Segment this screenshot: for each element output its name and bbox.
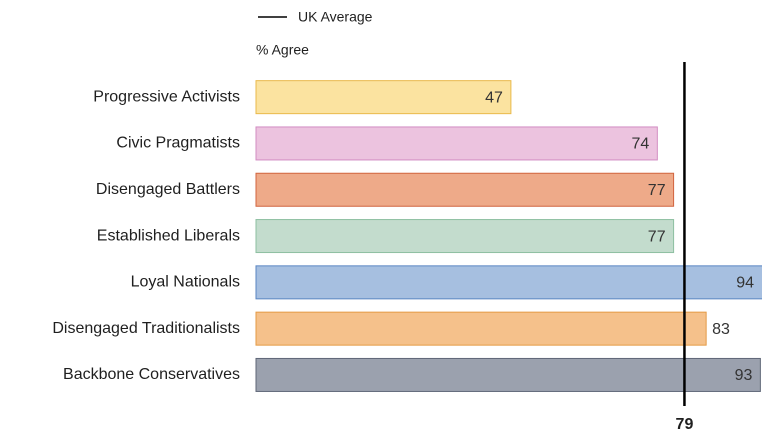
category-label: Established Liberals	[97, 227, 240, 244]
value-label: 47	[485, 89, 503, 106]
value-label: 93	[735, 367, 753, 384]
value-label: 74	[632, 136, 650, 153]
bar	[255, 265, 762, 300]
bar	[255, 80, 512, 115]
axis-label: % Agree	[256, 42, 309, 58]
bar	[255, 126, 658, 161]
category-label: Backbone Conservatives	[63, 366, 240, 383]
bar	[255, 357, 761, 392]
bar	[255, 172, 675, 207]
legend-label: UK Average	[298, 9, 373, 25]
bar	[255, 219, 675, 254]
value-label: 94	[736, 275, 754, 292]
category-label: Progressive Activists	[93, 88, 240, 105]
category-label: Disengaged Battlers	[96, 181, 240, 198]
reference-label: 79	[676, 416, 694, 433]
value-label: 77	[648, 182, 666, 199]
category-label: Disengaged Traditionalists	[52, 320, 240, 337]
value-label: 77	[648, 228, 666, 245]
bar	[255, 311, 707, 346]
category-label: Civic Pragmatists	[116, 135, 240, 152]
value-label: 83	[712, 321, 730, 338]
category-label: Loyal Nationals	[131, 274, 240, 291]
